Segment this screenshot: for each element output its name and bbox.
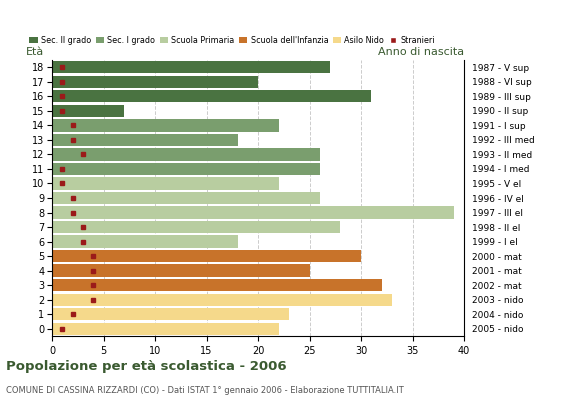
Bar [52, 177, 279, 190]
Bar [52, 134, 238, 146]
Bar [52, 192, 320, 204]
Bar [52, 279, 382, 291]
Bar [52, 308, 289, 320]
Text: Popolazione per età scolastica - 2006: Popolazione per età scolastica - 2006 [6, 360, 287, 373]
Text: COMUNE DI CASSINA RIZZARDI (CO) - Dati ISTAT 1° gennaio 2006 - Elaborazione TUTT: COMUNE DI CASSINA RIZZARDI (CO) - Dati I… [6, 386, 404, 395]
Bar [52, 322, 279, 335]
Bar [52, 221, 340, 233]
Text: Età: Età [26, 47, 44, 57]
Bar [52, 61, 330, 74]
Bar [52, 90, 371, 102]
Bar [52, 264, 310, 277]
Bar [52, 236, 238, 248]
Bar [52, 105, 124, 117]
Bar [52, 206, 454, 219]
Bar [52, 294, 392, 306]
Bar [52, 148, 320, 160]
Bar [52, 76, 258, 88]
Legend: Sec. II grado, Sec. I grado, Scuola Primaria, Scuola dell'Infanzia, Asilo Nido, : Sec. II grado, Sec. I grado, Scuola Prim… [30, 36, 435, 45]
Bar [52, 119, 279, 132]
Bar [52, 250, 361, 262]
Bar [52, 163, 320, 175]
Text: Anno di nascita: Anno di nascita [378, 47, 464, 57]
